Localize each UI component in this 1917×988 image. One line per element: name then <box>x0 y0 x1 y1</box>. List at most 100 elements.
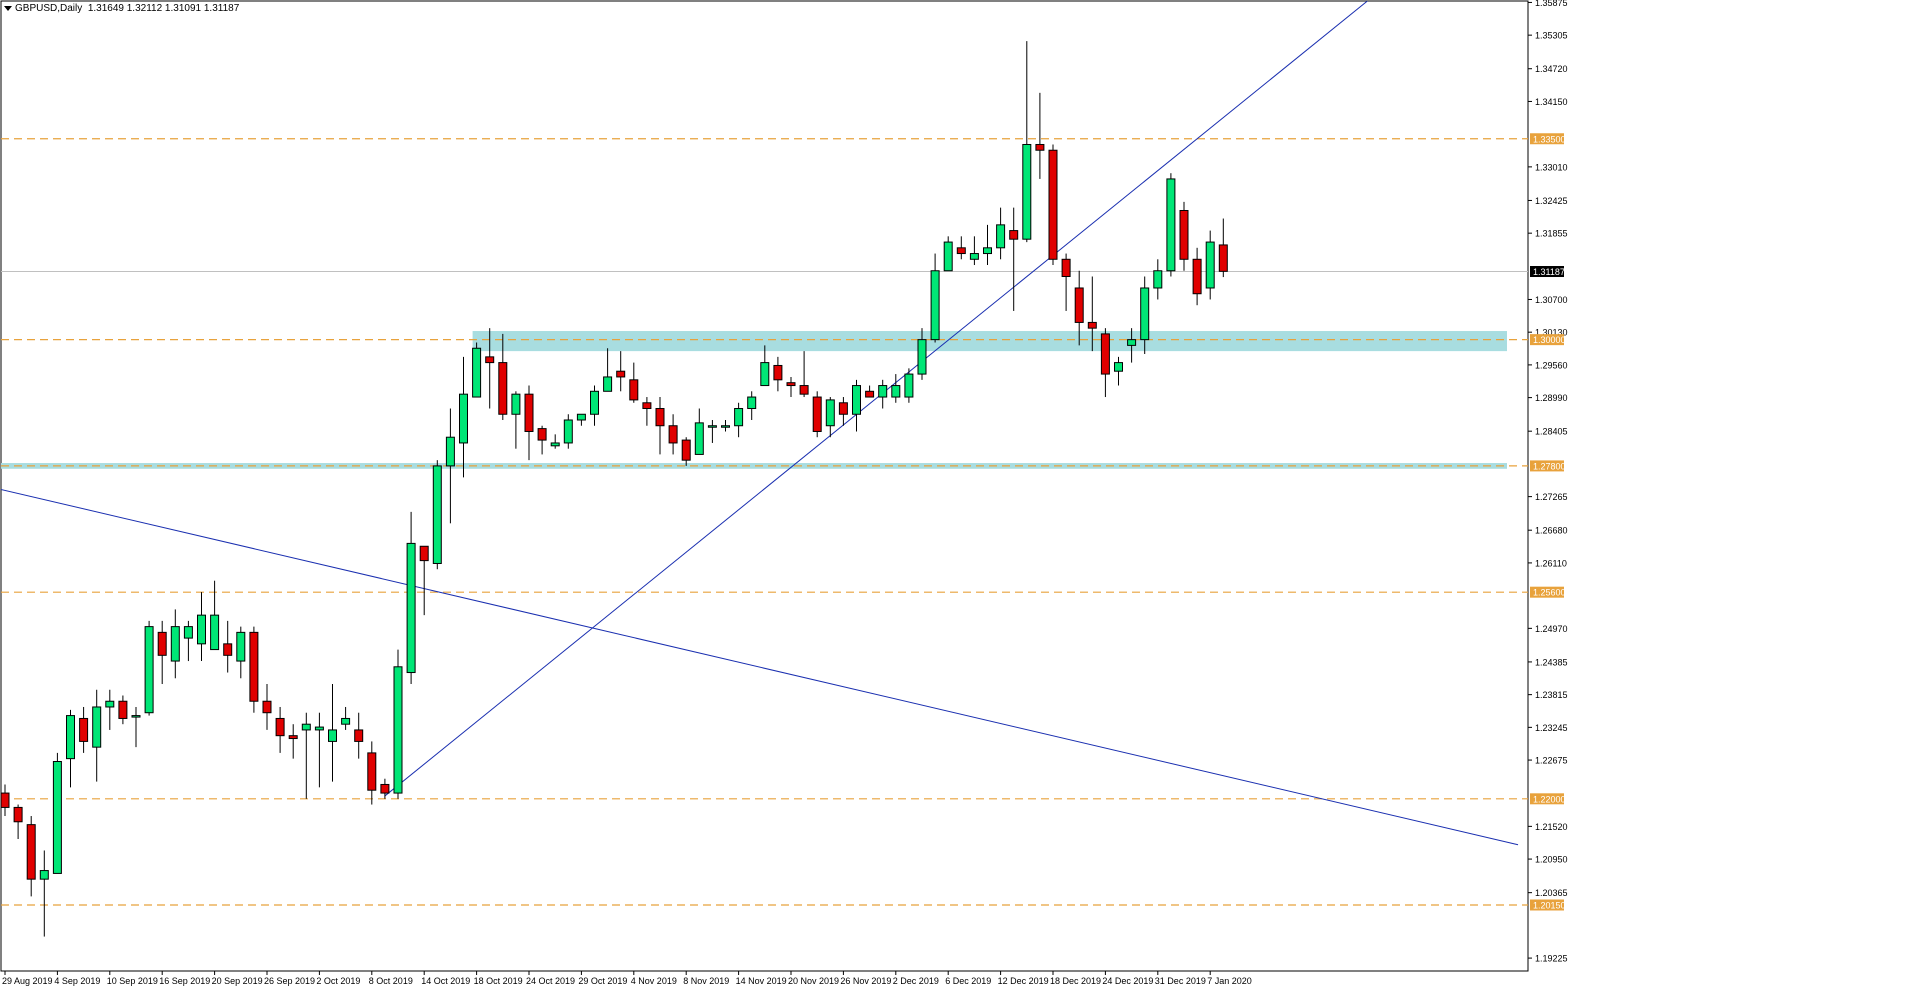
x-tick-label: 31 Dec 2019 <box>1155 976 1206 986</box>
bull-candle-body <box>590 390 599 415</box>
bull-candle-body <box>904 373 914 398</box>
bull-candle-body <box>406 542 416 674</box>
y-tick-label: 1.21520 <box>1535 822 1568 832</box>
candle <box>170 609 180 679</box>
bear-candle-body <box>1009 230 1019 240</box>
candle <box>183 620 193 662</box>
candle <box>603 348 613 392</box>
y-tick-label: 1.34150 <box>1535 97 1568 107</box>
bear-candle-body <box>354 729 364 742</box>
candle <box>157 620 167 685</box>
x-tick-label: 29 Aug 2019 <box>2 976 53 986</box>
candle <box>301 712 311 799</box>
bull-candle-body <box>1140 287 1150 341</box>
y-tick-label: 1.35305 <box>1535 31 1568 41</box>
candle <box>786 376 796 398</box>
x-tick-label: 18 Dec 2019 <box>1050 976 1101 986</box>
x-tick-label: 20 Nov 2019 <box>788 976 839 986</box>
bull-candle-body <box>1166 178 1176 272</box>
bull-candle-body <box>314 726 324 731</box>
x-tick-label: 4 Nov 2019 <box>631 976 677 986</box>
candle <box>131 706 141 748</box>
candle <box>930 253 940 343</box>
candle <box>1035 92 1045 179</box>
candle <box>1179 201 1189 271</box>
x-tick-label: 24 Oct 2019 <box>526 976 575 986</box>
candle <box>576 413 586 426</box>
bull-candle-body <box>92 706 102 748</box>
bull-candle-body <box>393 666 403 794</box>
bear-candle-body <box>1061 258 1071 278</box>
bull-candle-body <box>432 465 442 564</box>
candle <box>983 224 992 266</box>
candle <box>1205 230 1215 300</box>
current-price-label: 1.31187 <box>1533 267 1565 277</box>
bull-candle-body <box>144 626 154 714</box>
candle <box>380 778 390 799</box>
x-tick-label: 12 Dec 2019 <box>998 976 1049 986</box>
bull-candle-body <box>131 715 141 718</box>
bull-candle-body <box>563 419 573 444</box>
candle <box>1166 173 1176 277</box>
level-label-bg <box>1530 793 1564 805</box>
x-tick-label: 20 Sep 2019 <box>212 976 263 986</box>
y-tick-label: 1.20365 <box>1535 888 1568 898</box>
bull-candle-body <box>105 700 115 708</box>
candle <box>498 333 508 420</box>
level-label: 1.25600 <box>1533 588 1566 598</box>
x-tick-label: 8 Nov 2019 <box>683 976 729 986</box>
bear-candle-body <box>79 717 89 742</box>
y-tick-label: 1.28990 <box>1535 393 1568 403</box>
candle <box>1048 144 1058 266</box>
candle <box>943 236 953 272</box>
bull-candle-body <box>445 436 455 467</box>
plot-area <box>0 0 1529 972</box>
bull-candle-body <box>197 614 206 645</box>
candle <box>419 545 429 616</box>
bull-candle-body <box>852 385 861 415</box>
candle <box>721 419 730 432</box>
x-tick-label: 6 Dec 2019 <box>945 976 991 986</box>
bull-candle-body <box>170 626 180 662</box>
x-tick-label: 4 Sep 2019 <box>54 976 100 986</box>
candle <box>472 342 482 398</box>
candle <box>812 391 822 438</box>
ohlc-readout: 1.31649 1.32112 1.31091 1.31187 <box>87 3 240 14</box>
bull-candle-body <box>341 717 351 725</box>
x-tick-label: 2 Oct 2019 <box>316 976 360 986</box>
trendline <box>384 1 1368 797</box>
plot-layer <box>1 1 1528 937</box>
level-label: 1.27800 <box>1533 461 1566 471</box>
dropdown-triangle-icon[interactable] <box>4 5 12 11</box>
bull-candle-body <box>825 399 835 427</box>
bull-candle-body <box>236 631 246 662</box>
bear-candle-body <box>118 700 128 719</box>
candle <box>445 408 455 524</box>
x-tick-label: 29 Oct 2019 <box>578 976 627 986</box>
candle <box>799 351 809 398</box>
bear-candle-body <box>13 806 23 823</box>
candle <box>511 391 521 449</box>
candle <box>1087 276 1097 352</box>
bull-candle-body <box>576 413 586 421</box>
bear-candle-body <box>1074 287 1084 323</box>
candle <box>1153 259 1163 300</box>
bear-candle-body <box>1 792 10 808</box>
y-tick-label: 1.30700 <box>1535 295 1568 305</box>
bear-candle-body <box>498 362 508 415</box>
bull-candle-body <box>747 396 757 410</box>
candle <box>996 207 1006 260</box>
level-label-bg <box>1530 460 1564 472</box>
candle <box>79 706 89 753</box>
x-tick-label: 18 Oct 2019 <box>474 976 523 986</box>
bull-candle-body <box>511 393 521 415</box>
bear-candle-body <box>537 428 547 441</box>
candle <box>144 620 154 716</box>
candle <box>590 385 599 426</box>
level-label-bg <box>1530 586 1564 598</box>
y-tick-label: 1.28405 <box>1535 427 1568 437</box>
bull-candle-body <box>1022 143 1032 240</box>
bull-candle-body <box>301 723 311 731</box>
